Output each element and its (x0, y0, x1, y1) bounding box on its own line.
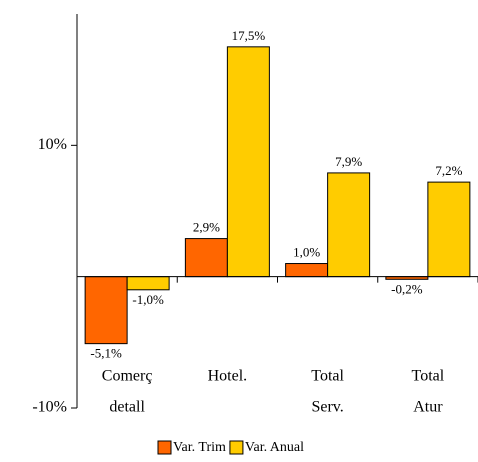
value-label: 7,9% (335, 154, 362, 169)
x-tick-label: Total (311, 368, 344, 385)
x-tick-label: Total (412, 368, 445, 385)
legend-swatch (229, 440, 244, 455)
bar (327, 172, 371, 278)
bar (184, 238, 228, 278)
y-tick-label: 10% (38, 136, 67, 153)
legend-label: Var. Trim (173, 440, 226, 455)
legend-label: Var. Anual (245, 440, 304, 455)
bar (226, 46, 270, 278)
value-label: 2,9% (193, 220, 220, 235)
bar (84, 276, 128, 345)
x-tick-label: Hotel. (208, 368, 248, 385)
x-tick-label: Serv. (311, 399, 343, 416)
bar (126, 276, 170, 291)
value-label: 1,0% (293, 245, 320, 260)
value-label: -1,0% (132, 292, 164, 307)
value-label: -0,2% (391, 281, 423, 296)
value-label: -5,1% (90, 346, 122, 361)
y-tick-label: -10% (32, 399, 67, 416)
x-tick-label: Atur (413, 399, 443, 416)
bar (427, 181, 471, 278)
x-tick-label: detall (109, 399, 145, 416)
value-label: 7,2% (435, 163, 462, 178)
value-label: 17,5% (232, 28, 266, 43)
x-tick-label: Comerç (102, 368, 153, 385)
legend-swatch (157, 440, 172, 455)
bar (285, 263, 329, 278)
